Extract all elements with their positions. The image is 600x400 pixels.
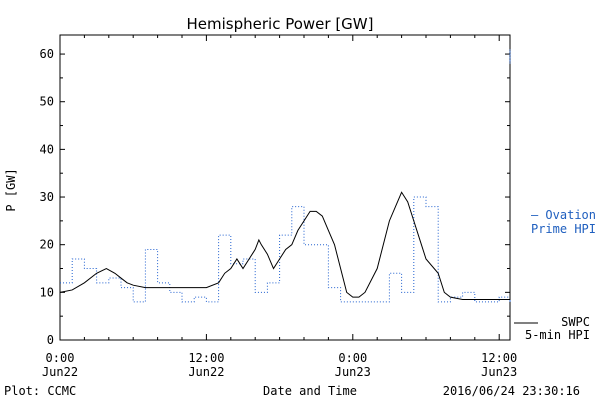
y-axis-ticks: 0 10 20 30 40 50 60 (40, 47, 510, 347)
footer-plot-credit: Plot: CCMC (4, 384, 76, 398)
legend-swpc-line2: 5-min HPI (525, 328, 590, 342)
series-layer (59, 49, 511, 303)
legend-ovation: – Ovation Prime HPI (531, 208, 596, 236)
x-axis-label: Date and Time (263, 384, 357, 398)
series-ovation-line (60, 49, 511, 303)
x-tick-label-time: 0:00 (46, 351, 75, 365)
y-tick-label: 30 (40, 190, 54, 204)
y-tick-label: 60 (40, 47, 54, 61)
x-tick-label-date: Jun22 (188, 365, 224, 379)
x-tick-label-time: 12:00 (481, 351, 517, 365)
y-tick-label: 50 (40, 95, 54, 109)
chart-title: Hemispheric Power [GW] (187, 15, 374, 33)
y-tick-label: 0 (47, 333, 54, 347)
footer-timestamp: 2016/06/24 23:30:16 (443, 384, 580, 398)
y-tick-label: 40 (40, 142, 54, 156)
x-tick-label-time: 0:00 (338, 351, 367, 365)
series-swpc-line (59, 63, 511, 300)
legend-swpc-line1: SWPC (561, 315, 590, 329)
y-tick-label: 10 (40, 285, 54, 299)
x-tick-label-time: 12:00 (188, 351, 224, 365)
legend-swpc: SWPC 5-min HPI (514, 315, 590, 342)
y-tick-label: 20 (40, 238, 54, 252)
x-axis-ticks: 0:00Jun2212:00Jun220:00Jun2312:00Jun230:… (42, 35, 517, 379)
plot-frame (59, 34, 511, 341)
x-tick-label-date: Jun23 (481, 365, 517, 379)
legend-ovation-line2: Prime HPI (531, 222, 596, 236)
x-tick-label-date: Jun22 (42, 365, 78, 379)
x-tick-label-date: Jun23 (335, 365, 371, 379)
legend-ovation-line1: – Ovation (531, 208, 596, 222)
y-axis-label: P [GW] (4, 168, 18, 211)
